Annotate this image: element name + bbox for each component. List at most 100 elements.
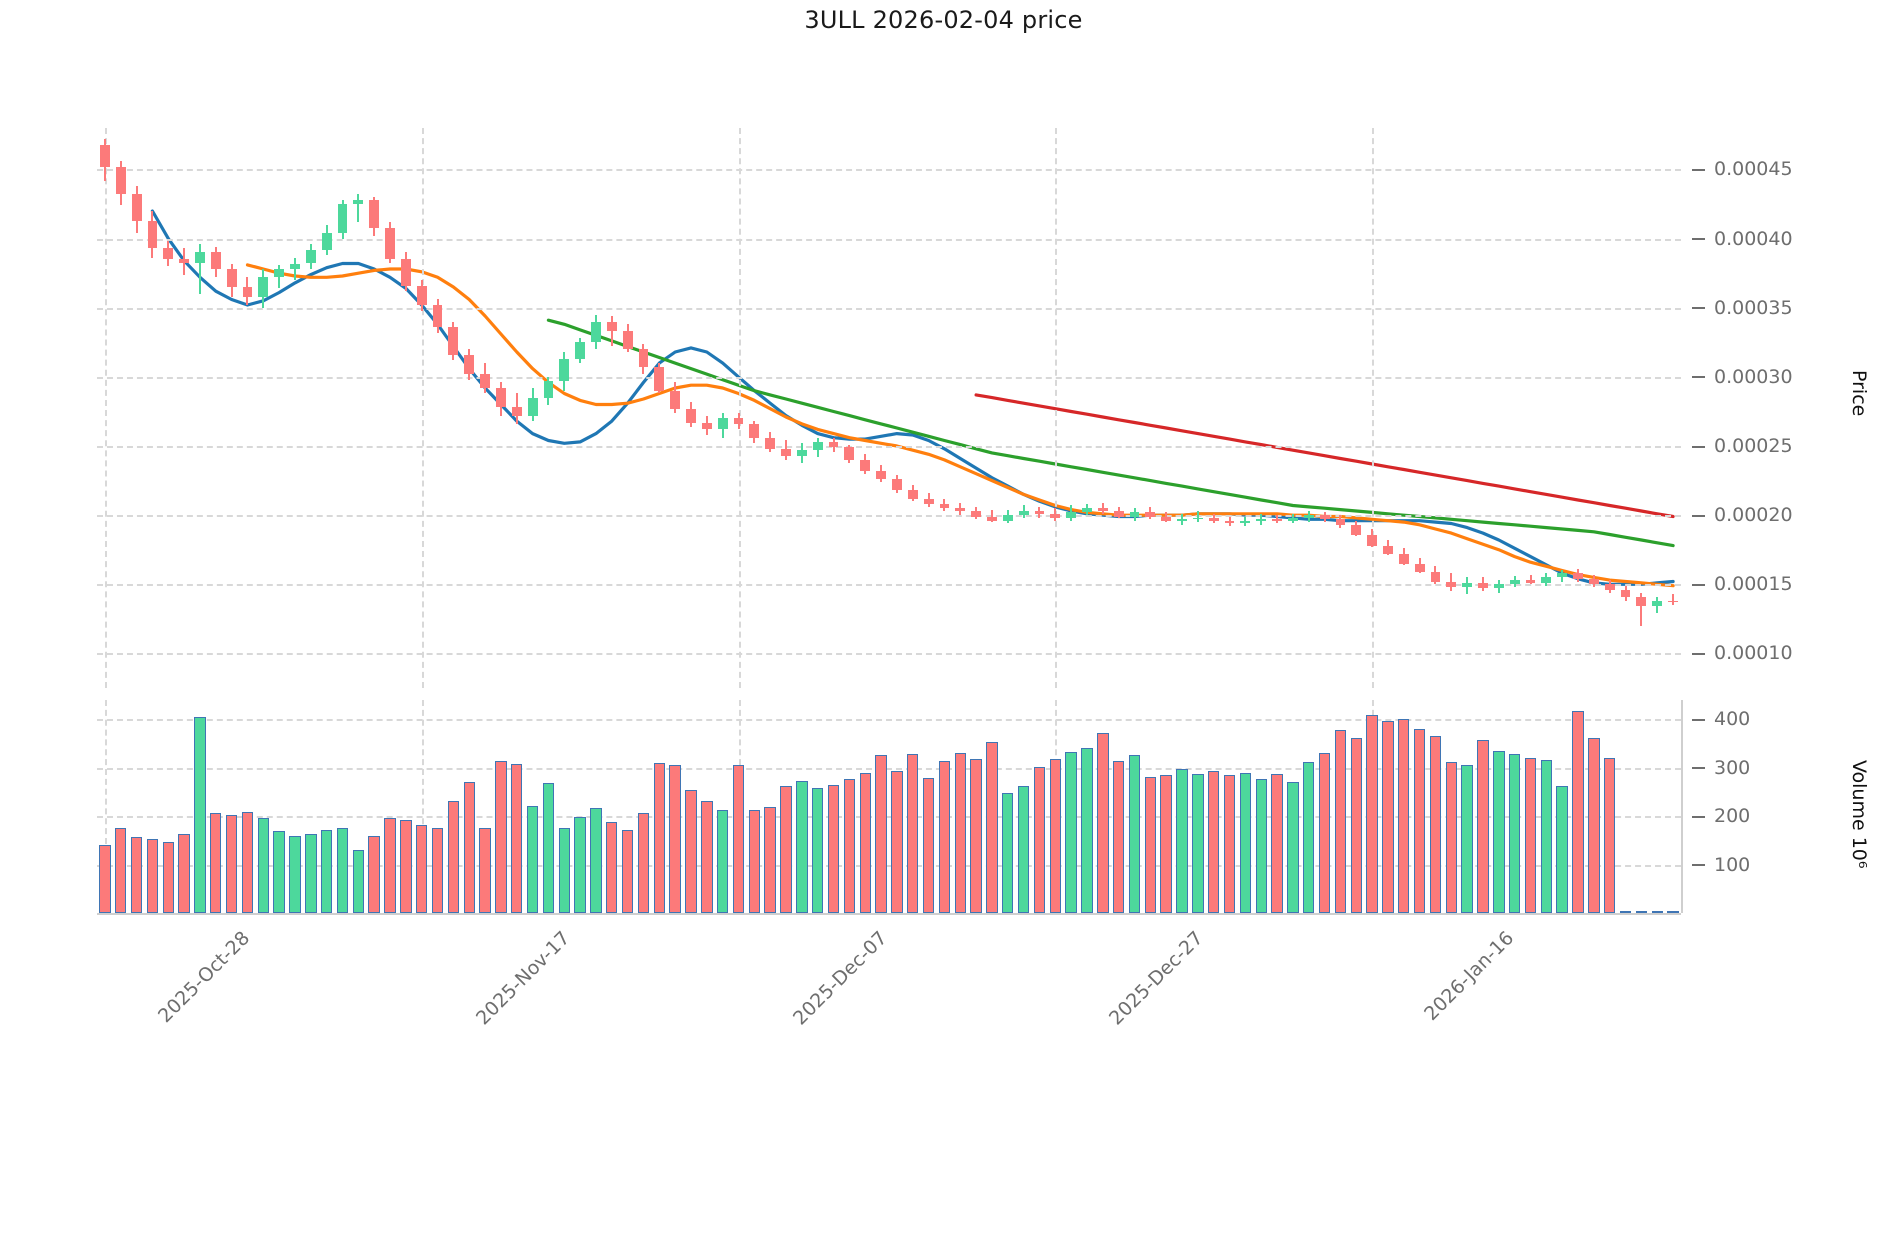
volume-axis-tick: 200: [1692, 805, 1750, 827]
candle-body: [1066, 512, 1077, 518]
volume-bar: [511, 763, 523, 913]
volume-bar: [495, 760, 507, 913]
candle-wick: [990, 509, 993, 523]
volume-axis-tick: 100: [1692, 854, 1750, 876]
volume-bar: [827, 784, 840, 913]
candle-body: [1541, 577, 1552, 583]
volume-bar: [194, 717, 206, 913]
candle-body: [1129, 512, 1140, 517]
moving-average-line: [974, 393, 1675, 519]
candle-body: [765, 437, 776, 449]
volume-bar: [99, 845, 111, 913]
volume-bar: [1318, 753, 1331, 913]
volume-bar: [526, 805, 539, 913]
volume-bar: [954, 753, 966, 913]
candle-body: [369, 199, 380, 228]
volume-bar: [1572, 711, 1584, 913]
volume-bar: [1081, 747, 1093, 913]
price-panel: [97, 128, 1681, 688]
candle-body: [939, 504, 950, 509]
candle-body: [844, 447, 855, 460]
candle-body: [1620, 589, 1631, 597]
candle-body: [575, 342, 586, 359]
candle-wick: [357, 194, 360, 222]
volume-bar: [875, 754, 887, 913]
candle-body: [892, 479, 902, 491]
candle-body: [511, 407, 522, 416]
candle-body: [353, 199, 364, 205]
candle-body: [1192, 517, 1203, 520]
volume-bar: [590, 808, 602, 913]
volume-bar: [986, 741, 998, 913]
candle-body: [1478, 582, 1488, 589]
candle-body: [226, 269, 237, 287]
volume-bar: [1097, 732, 1109, 913]
candle-wick: [1196, 511, 1199, 523]
volume-bar: [225, 814, 238, 913]
candle-body: [337, 204, 348, 234]
volume-bar: [1223, 775, 1236, 913]
x-gridline: [104, 700, 107, 913]
volume-bar: [922, 777, 935, 913]
price-gridline: [97, 376, 1681, 379]
volume-bar: [130, 837, 143, 913]
candle-body: [1351, 524, 1362, 535]
price-gridline: [97, 307, 1681, 310]
x-axis-tick-label: 2025-Oct-28: [153, 927, 255, 1028]
volume-bar: [764, 806, 776, 913]
candle-body: [701, 422, 712, 430]
volume-bar: [210, 812, 222, 913]
price-axis-title: Price: [1848, 370, 1870, 417]
volume-bar: [1477, 739, 1489, 913]
volume-bar: [1350, 737, 1362, 913]
volume-bar: [1049, 758, 1061, 913]
volume-bar: [780, 786, 792, 913]
volume-bar: [384, 818, 396, 913]
volume-bar: [162, 841, 174, 913]
volume-bar: [1635, 911, 1648, 913]
volume-bar: [463, 781, 475, 913]
candle-body: [1097, 508, 1108, 511]
candle-body: [321, 233, 332, 250]
price-axis-tick: 0.00030: [1692, 366, 1793, 388]
volume-bar: [1445, 762, 1457, 913]
volume-bar: [115, 828, 127, 913]
candle-body: [258, 277, 269, 297]
candle-body: [1398, 553, 1409, 564]
volume-bar: [1667, 911, 1679, 913]
volume-bar: [146, 839, 159, 913]
candle-body: [1525, 580, 1536, 583]
volume-bar: [178, 834, 190, 913]
volume-bar: [1208, 770, 1220, 913]
volume-axis-tick-label: 400: [1714, 708, 1751, 731]
candle-body: [115, 166, 126, 195]
volume-bar: [257, 818, 269, 913]
candle-body: [1303, 515, 1314, 518]
candle-body: [480, 374, 490, 388]
price-gridline: [97, 653, 1681, 656]
volume-bar: [1508, 753, 1521, 913]
volume-bar: [859, 773, 871, 913]
x-gridline: [1055, 128, 1058, 688]
volume-bar: [241, 812, 254, 913]
volume-bar: [669, 765, 681, 913]
volume-bar: [1651, 911, 1663, 913]
candle-body: [1493, 584, 1504, 589]
candle-body: [131, 194, 142, 221]
volume-bar: [1524, 758, 1537, 913]
candle-body: [1573, 573, 1583, 579]
x-axis-tick-label: 2026-Jan-16: [1420, 927, 1519, 1026]
price-gridline: [97, 169, 1681, 172]
chart-title: 3ULL 2026-02-04 price: [804, 6, 1083, 34]
volume-bar: [416, 825, 428, 913]
price-axis-tick-label: 0.00010: [1714, 642, 1793, 665]
volume-bar: [1192, 773, 1204, 913]
candle-body: [496, 387, 506, 408]
volume-bar: [621, 829, 634, 913]
candle-body: [1509, 580, 1520, 585]
candle-body: [971, 511, 982, 517]
candle-body: [1113, 511, 1124, 517]
candle-body: [1335, 519, 1346, 525]
price-gridline: [97, 584, 1681, 587]
candle-body: [907, 490, 918, 499]
